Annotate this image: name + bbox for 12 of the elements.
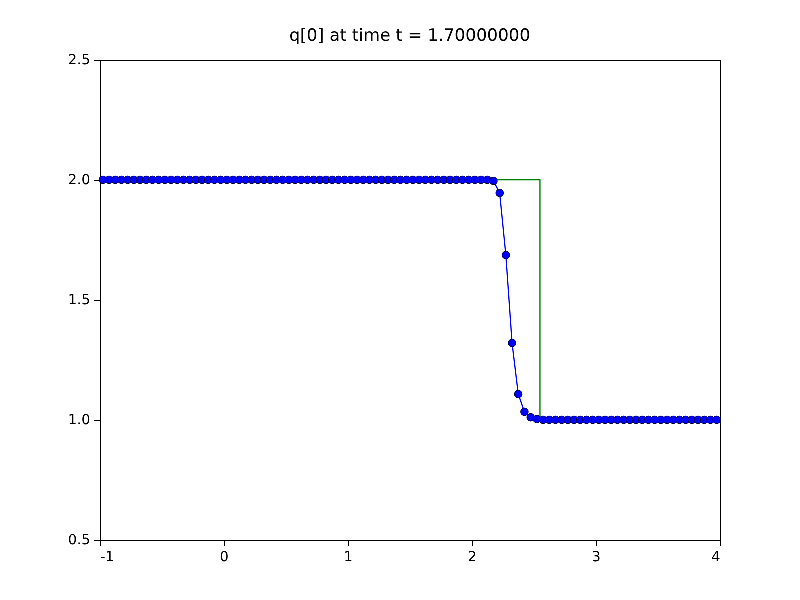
x-tick-label: 2 — [468, 550, 477, 566]
y-tick-label: 2.5 — [68, 52, 90, 68]
y-tick-label: 0.5 — [68, 532, 90, 548]
x-tick-label: -1 — [100, 550, 114, 566]
y-tick-label: 1.0 — [68, 412, 90, 428]
y-tick-label: 2.0 — [68, 172, 90, 188]
x-tick-label: 4 — [712, 550, 721, 566]
chart-title: q[0] at time t = 1.70000000 — [289, 26, 531, 46]
x-tick-label: 1 — [344, 550, 353, 566]
x-tick-label: 3 — [592, 550, 601, 566]
y-tick-label: 1.5 — [68, 292, 90, 308]
x-tick-label: 0 — [220, 550, 229, 566]
